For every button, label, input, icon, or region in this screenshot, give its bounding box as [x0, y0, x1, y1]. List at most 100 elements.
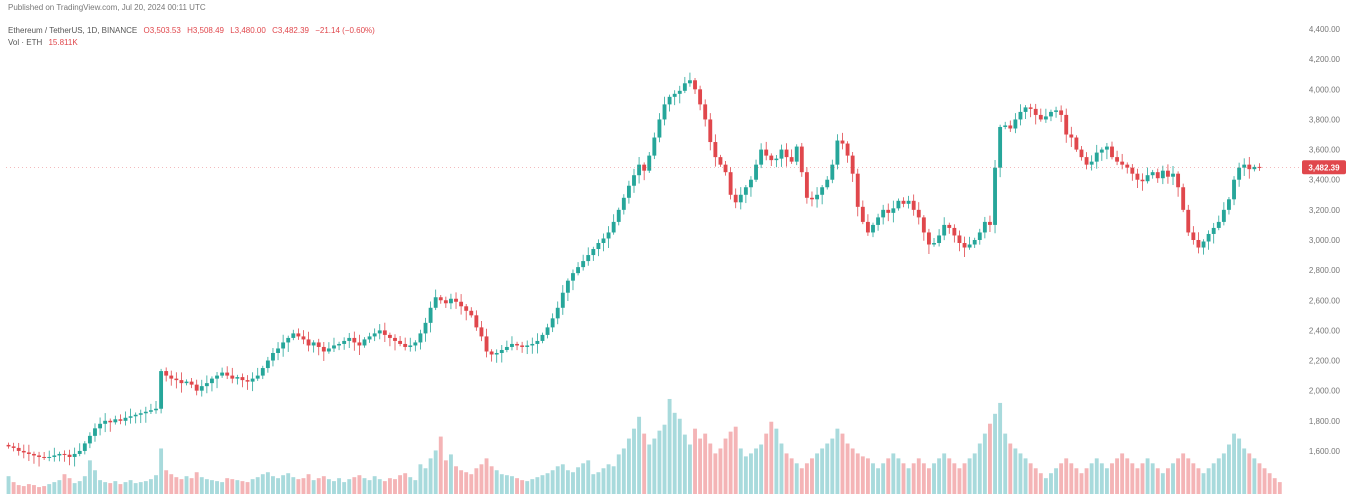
candle-body-120 — [616, 209, 621, 222]
volume-bar-163 — [835, 428, 840, 494]
candle-body-47 — [245, 380, 250, 382]
volume-bar-151 — [774, 428, 779, 494]
volume-bar-188 — [962, 463, 967, 494]
candle-body-207 — [1059, 110, 1064, 115]
candle-body-93 — [479, 327, 484, 337]
volume-bar-172 — [881, 463, 886, 494]
candle-body-203 — [1038, 114, 1043, 120]
candle-body-84 — [433, 297, 438, 308]
volume-bar-33 — [174, 477, 179, 494]
volume-bar-38 — [199, 477, 204, 494]
candle-body-118 — [606, 232, 611, 239]
volume-bar-150 — [769, 421, 774, 494]
volume-bar-103 — [530, 479, 535, 494]
volume-bar-164 — [840, 433, 845, 494]
volume-bar-25 — [133, 483, 138, 494]
volume-bar-80 — [413, 480, 418, 494]
volume-bar-34 — [179, 479, 184, 494]
volume-bar-109 — [560, 464, 565, 494]
candle-body-160 — [820, 187, 825, 195]
candle-body-85 — [438, 297, 443, 301]
candle-body-219 — [1120, 161, 1125, 165]
candle-body-225 — [1150, 172, 1155, 176]
candle-body-129 — [662, 104, 667, 120]
volume-bar-231 — [1181, 453, 1186, 494]
candle-body-127 — [652, 137, 657, 156]
candle-body-74 — [382, 330, 387, 335]
candlesticks — [6, 72, 1262, 467]
candle-body-35 — [184, 381, 189, 384]
last-price-tag-background — [1302, 160, 1346, 175]
volume-bar-234 — [1196, 468, 1201, 494]
candle-body-135 — [693, 80, 697, 90]
candle-body-228 — [1165, 170, 1170, 177]
candle-body-224 — [1145, 175, 1150, 182]
y-tick-label-11: 2,200.00 — [1309, 357, 1341, 366]
candle-body-37 — [194, 384, 199, 391]
volume-bar-35 — [184, 476, 189, 494]
y-tick-label-1: 4,200.00 — [1309, 55, 1341, 64]
candle-body-188 — [962, 243, 967, 248]
volume-bar-235 — [1201, 473, 1206, 494]
volume-bar-93 — [479, 464, 484, 494]
candle-body-216 — [1104, 146, 1109, 150]
volume-bar-98 — [504, 475, 509, 494]
candle-body-238 — [1216, 221, 1221, 228]
volume-bar-201 — [1028, 463, 1033, 494]
candle-body-69 — [357, 342, 362, 346]
volume-bar-199 — [1018, 453, 1023, 494]
candle-body-42 — [220, 372, 225, 376]
candle-body-122 — [626, 185, 631, 198]
volume-bar-184 — [942, 453, 947, 494]
volume-bar-169 — [865, 458, 870, 494]
y-tick-label-8: 2,800.00 — [1309, 266, 1341, 275]
candle-body-38 — [199, 386, 204, 391]
candle-body-233 — [1191, 232, 1196, 240]
candle-body-29 — [154, 408, 158, 411]
volume-bar-97 — [499, 474, 504, 494]
candle-body-98 — [504, 346, 509, 350]
volume-bar-62 — [321, 476, 326, 494]
symbol-name[interactable]: Ethereum / TetherUS, 1D, BINANCE — [8, 26, 138, 35]
price-axis[interactable]: 4,400.00 4,200.00 4,000.00 3,800.00 3,600.00… — [1309, 25, 1341, 456]
candle-body-172 — [881, 209, 886, 218]
candle-body-107 — [550, 318, 555, 328]
candle-body-49 — [255, 375, 260, 379]
volume-bar-18 — [98, 480, 103, 494]
candle-body-198 — [1013, 119, 1018, 129]
candle-body-16 — [87, 435, 92, 444]
candle-body-211 — [1079, 149, 1084, 158]
candle-body-83 — [428, 307, 433, 323]
candle-body-75 — [387, 334, 392, 338]
volume-bar-128 — [657, 430, 662, 494]
volume-bar-58 — [301, 478, 306, 494]
volume-bar-121 — [621, 448, 626, 494]
candle-body-82 — [423, 322, 428, 334]
volume-bar-6 — [37, 487, 41, 494]
candle-body-184 — [942, 224, 947, 236]
candle-body-97 — [499, 349, 504, 353]
candle-body-63 — [326, 348, 331, 352]
volume-label[interactable]: Vol · ETH — [8, 38, 43, 47]
volume-bar-180 — [921, 463, 926, 494]
volume-bar-165 — [845, 443, 850, 494]
volume-bar-2 — [16, 485, 21, 494]
candle-body-13 — [72, 453, 77, 457]
volume-bar-77 — [398, 475, 403, 494]
candle-body-2 — [16, 447, 21, 451]
candle-body-6 — [37, 455, 41, 457]
candle-body-51 — [265, 360, 270, 369]
candle-body-215 — [1099, 149, 1104, 153]
candle-body-140 — [718, 157, 723, 165]
volume-bar-232 — [1186, 458, 1191, 494]
candle-body-150 — [769, 155, 774, 161]
volume-bar-70 — [362, 478, 367, 494]
volume-bar-230 — [1176, 458, 1181, 494]
volume-bar-4 — [26, 484, 31, 494]
volume-bar-63 — [326, 479, 331, 494]
volume-bar-141 — [723, 438, 728, 494]
candle-body-213 — [1089, 161, 1094, 165]
candle-body-199 — [1018, 111, 1023, 120]
candle-body-145 — [743, 187, 748, 195]
